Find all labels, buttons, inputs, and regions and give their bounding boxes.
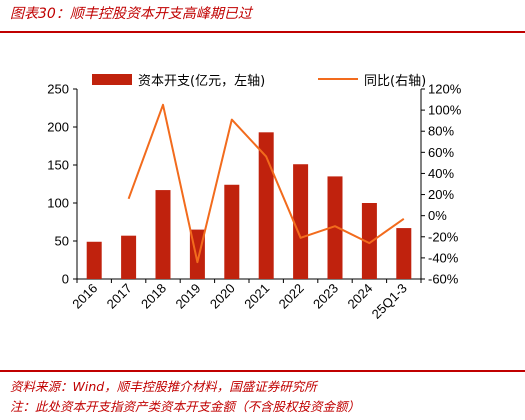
source-note: 资料来源：Wind，顺丰控股推介材料，国盛证券研究所 [10, 379, 317, 394]
bar [361, 203, 377, 279]
bar [155, 190, 171, 279]
y-right-tick-label: 40% [428, 166, 454, 181]
x-tick-label: 2016 [69, 281, 100, 312]
x-tick-label: 25Q1-3 [369, 281, 410, 322]
bar [224, 184, 240, 279]
y-right-tick-label: 100% [428, 103, 462, 118]
bar [258, 132, 274, 279]
y-right-tick-label: 20% [428, 187, 454, 202]
x-tick-label: 2020 [207, 281, 238, 312]
y-left-tick-label: 0 [62, 272, 69, 287]
y-right-tick-label: -60% [428, 272, 459, 287]
x-tick-label: 2023 [310, 281, 341, 312]
y-right-tick-label: 0% [428, 208, 447, 223]
y-left-tick-label: 150 [47, 158, 69, 173]
page-title: 图表30：顺丰控股资本开支高峰期已过 [10, 6, 252, 22]
y-left-tick-label: 100 [47, 196, 69, 211]
bar [396, 228, 412, 279]
bar [86, 241, 102, 279]
footnote: 注：此处资本开支指资产类资本开支金额（不含股权投资金额） [10, 399, 361, 414]
y-right-tick-label: 120% [428, 82, 462, 97]
y-right-tick-label: 60% [428, 145, 454, 160]
chart-legend: 资本开支(亿元，左轴) 同比(右轴) [92, 74, 426, 89]
y-left-tick-label: 200 [47, 120, 69, 135]
x-tick-label: 2017 [104, 281, 135, 312]
y-left-tick-label: 50 [55, 234, 69, 249]
x-tick-label: 2018 [138, 281, 169, 312]
x-tick-label: 2019 [172, 281, 203, 312]
bar [121, 235, 137, 279]
legend-bar-swatch [92, 74, 132, 85]
legend-bar-label: 资本开支(亿元，左轴) [138, 74, 265, 89]
x-tick-label: 2021 [241, 281, 272, 312]
y-right-tick-label: 80% [428, 124, 454, 139]
legend-line-label: 同比(右轴) [364, 74, 426, 89]
yoy-line [127, 103, 405, 264]
footer-divider [0, 370, 525, 372]
x-tick-label: 2022 [276, 281, 307, 312]
x-tick-label: 2024 [344, 281, 375, 312]
bar [327, 176, 343, 279]
capex-chart: 资本开支(亿元，左轴) 同比(右轴) 0 50 100 150 200 250 -60% -4… [47, 74, 462, 322]
y-right-tick-label: -20% [428, 229, 459, 244]
title-divider [0, 31, 525, 33]
bar [293, 164, 309, 279]
y-right-tick-label: -40% [428, 250, 459, 265]
y-left-tick-label: 250 [47, 82, 69, 97]
